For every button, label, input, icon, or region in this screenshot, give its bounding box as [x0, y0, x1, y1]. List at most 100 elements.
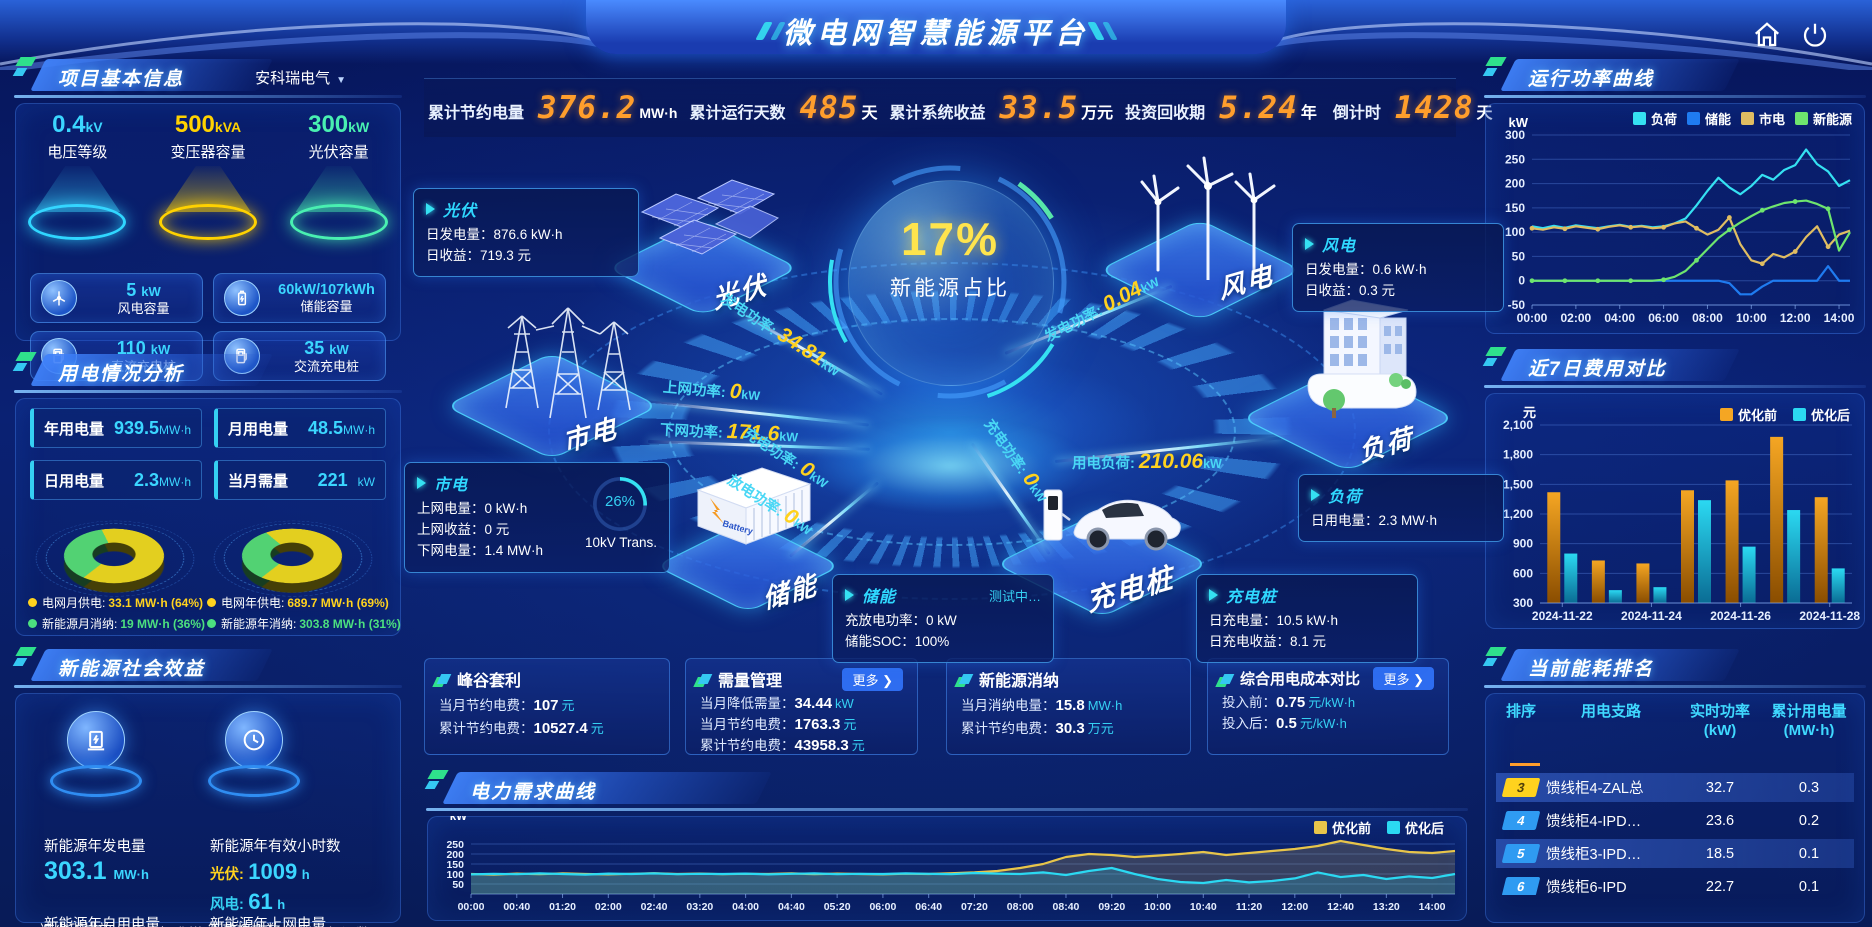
power-icon[interactable]: [1800, 20, 1830, 50]
svg-text:00:40: 00:40: [503, 901, 530, 913]
battery-container-icon: Battery: [696, 467, 812, 545]
arrow-icon: [845, 589, 854, 601]
grid-info-box: 市电 上网电量：0 kW·h 上网收益：0 元 下网电量：1.4 MW·h 10…: [404, 462, 670, 573]
light-cone-decor: [295, 166, 382, 212]
table-row[interactable]: 6 馈线柜6-IPD 22.7 0.1: [1496, 872, 1854, 895]
panel-header: 运行功率曲线: [1482, 55, 1868, 99]
power-curve-chart: -50 0 50 100 150 200 250 300kW 00:00 02:00 04:00 06…: [1505, 115, 1855, 325]
center-sphere: [848, 180, 1054, 386]
card-renewable-consumption: 新能源消纳 当月消纳电量：15.8 MW·h 累计节约电费：30.3 万元: [946, 658, 1191, 755]
svg-text:kW: kW: [1509, 115, 1529, 130]
legend-renew-year: 新能源年消纳: 303.8 MW·h (31%): [207, 615, 401, 632]
legend-grid-year: 电网年供电: 689.7 MW·h (69%): [207, 594, 401, 611]
legend-renew-month: 新能源月消纳: 19 MW·h (36%): [28, 615, 205, 632]
svg-text:250: 250: [1505, 152, 1525, 166]
svg-text:12:00: 12:00: [1780, 311, 1811, 325]
home-icon[interactable]: [1752, 20, 1782, 50]
charger-info-box: 充电桩 日充电量：10.5 kW·h 日充电收益：8.1 元: [1196, 574, 1418, 663]
panel-corner-icon: [1482, 345, 1512, 375]
ranking-table-rows: 3 馈线柜4-ZAL总 32.7 0.3 4 馈线柜4-IPD… 23.6 0.…: [1496, 773, 1854, 895]
panel-power-curve: 运行功率曲线 负荷 储能 市电 新能源 -50 0 50 100 150 200 250 30…: [1482, 55, 1868, 338]
light-cone-decor: [164, 166, 251, 212]
battery-icon: [224, 280, 260, 316]
coal-label: 节约标准煤: [130, 923, 203, 927]
generation-podium: [36, 711, 156, 797]
rank-badge: 3: [1501, 778, 1541, 797]
spotlight-stats: 0.4kV 电压等级 500kVA 变压器容量 300kW 光伏容量: [12, 111, 404, 240]
svg-text:50: 50: [452, 879, 464, 891]
table-row[interactable]: 3 馈线柜4-ZAL总 32.7 0.3: [1496, 773, 1854, 802]
panel-body: [427, 816, 1467, 921]
building-icon: [1307, 299, 1417, 418]
kpi-label: 累计运行天数: [689, 105, 786, 122]
panel-title: 新能源社会效益: [58, 659, 206, 680]
arrow-icon: [1311, 489, 1320, 501]
svg-text:250: 250: [446, 839, 464, 851]
company-selector[interactable]: 安科瑞电气 ▼: [255, 70, 346, 87]
svg-text:1,800: 1,800: [1503, 448, 1533, 462]
svg-text:06:00: 06:00: [869, 901, 896, 913]
rank-badge: 5: [1501, 844, 1541, 863]
svg-text:04:00: 04:00: [1604, 311, 1635, 325]
kpi-value: 5.24: [1219, 90, 1298, 126]
svg-text:02:00: 02:00: [595, 901, 622, 913]
load-info-box: 负荷 日用电量：2.3 MW·h: [1298, 474, 1504, 542]
renewable-ratio-label: 新能源占比: [890, 277, 1010, 300]
svg-text:-50: -50: [1508, 298, 1526, 312]
svg-text:2024-11-26: 2024-11-26: [1710, 609, 1771, 623]
panel-demand-curve: 电力需求曲线 优化前 优化后 50 100 150 200 250 kW 00:00 00:4…: [424, 768, 1470, 925]
cost-chart-legend: 优化前 优化后: [1719, 405, 1850, 424]
hours-label: 新能源年有效小时数: [210, 839, 341, 855]
panel-title: 近7日费用对比: [1528, 359, 1667, 380]
panel-header: 新能源社会效益: [12, 645, 404, 689]
certs-label: 等效绿证数: [298, 923, 371, 927]
svg-text:04:40: 04:40: [778, 901, 805, 913]
gen-value: 303.1 MW·h: [44, 857, 149, 885]
svg-text:11:20: 11:20: [1236, 901, 1262, 913]
arrow-icon: [1209, 589, 1218, 601]
storage-capacity-box: 60kW/107kWh 储能容量: [213, 273, 386, 323]
svg-text:100: 100: [1505, 225, 1525, 239]
header-title-plate: [586, 0, 1286, 54]
kpi-value: 485: [799, 90, 859, 126]
panel-title: 电力需求曲线: [470, 782, 597, 803]
table-row[interactable]: 4 馈线柜4-IPD… 23.6 0.2: [1496, 806, 1854, 835]
arrow-icon: [417, 477, 426, 489]
panel-body: [1485, 103, 1865, 334]
kpi-value: 376.2: [538, 90, 637, 126]
kpi-unit: 年: [1300, 105, 1317, 122]
kpi-energy-saved: 累计节约电量 376.2 MW·h: [424, 90, 681, 126]
chevron-down-icon: ▼: [336, 75, 346, 86]
panel-project-info: 项目基本信息 安科瑞电气 ▼ 0.4kV 电压等级 500kVA 变压器容量 30…: [12, 55, 404, 381]
flow-load-power: 用电负荷: 210.06kW: [1072, 450, 1222, 473]
svg-text:00:00: 00:00: [458, 901, 485, 913]
light-cone-decor: [34, 166, 121, 212]
storage-info-box: 储能 测试中… 充放电功率：0 kW 储能SOC：100%: [832, 574, 1054, 663]
wind-capacity-box: 5 kW 风电容量: [30, 273, 203, 323]
kpi-value: 33.5: [999, 90, 1079, 126]
kpi-unit: MW·h: [639, 105, 678, 121]
svg-text:200: 200: [446, 849, 464, 861]
card-corner-icon: [958, 674, 974, 684]
panel-corner-icon: [1482, 645, 1512, 675]
svg-text:1,500: 1,500: [1503, 477, 1533, 491]
transformer-label: 10kV Trans.: [585, 535, 658, 550]
month-usage-box: 月用电量 48.5MW·h: [214, 408, 386, 448]
svg-text:13:20: 13:20: [1373, 901, 1400, 913]
panel-cost-compare: 近7日费用对比 优化前 优化后 300 600 900 1,200 1,500 1,800…: [1482, 345, 1868, 633]
card-corner-icon: [1219, 673, 1235, 684]
cost-more-button[interactable]: 更多 ❯: [1373, 667, 1434, 690]
panel-body: [1485, 693, 1865, 923]
demand-more-button[interactable]: 更多 ❯: [842, 667, 903, 691]
svg-text:2024-11-24: 2024-11-24: [1621, 609, 1682, 623]
svg-text:06:00: 06:00: [1648, 311, 1679, 325]
transformer-capacity-stat: 500kVA 变压器容量: [153, 111, 263, 240]
panel-corner-icon: [1482, 55, 1512, 85]
card-corner-icon: [436, 674, 452, 684]
table-row[interactable]: 5 馈线柜3-IPD… 18.5 0.1: [1496, 839, 1854, 868]
svg-text:0: 0: [1518, 274, 1525, 288]
glow-base-decor: [289, 204, 388, 240]
wind-info-box: 风电 日发电量：0.6 kW·h 日收益：0.3 元: [1292, 223, 1504, 312]
kpi-label: 倒计时: [1332, 105, 1381, 122]
svg-text:05:20: 05:20: [824, 901, 851, 913]
